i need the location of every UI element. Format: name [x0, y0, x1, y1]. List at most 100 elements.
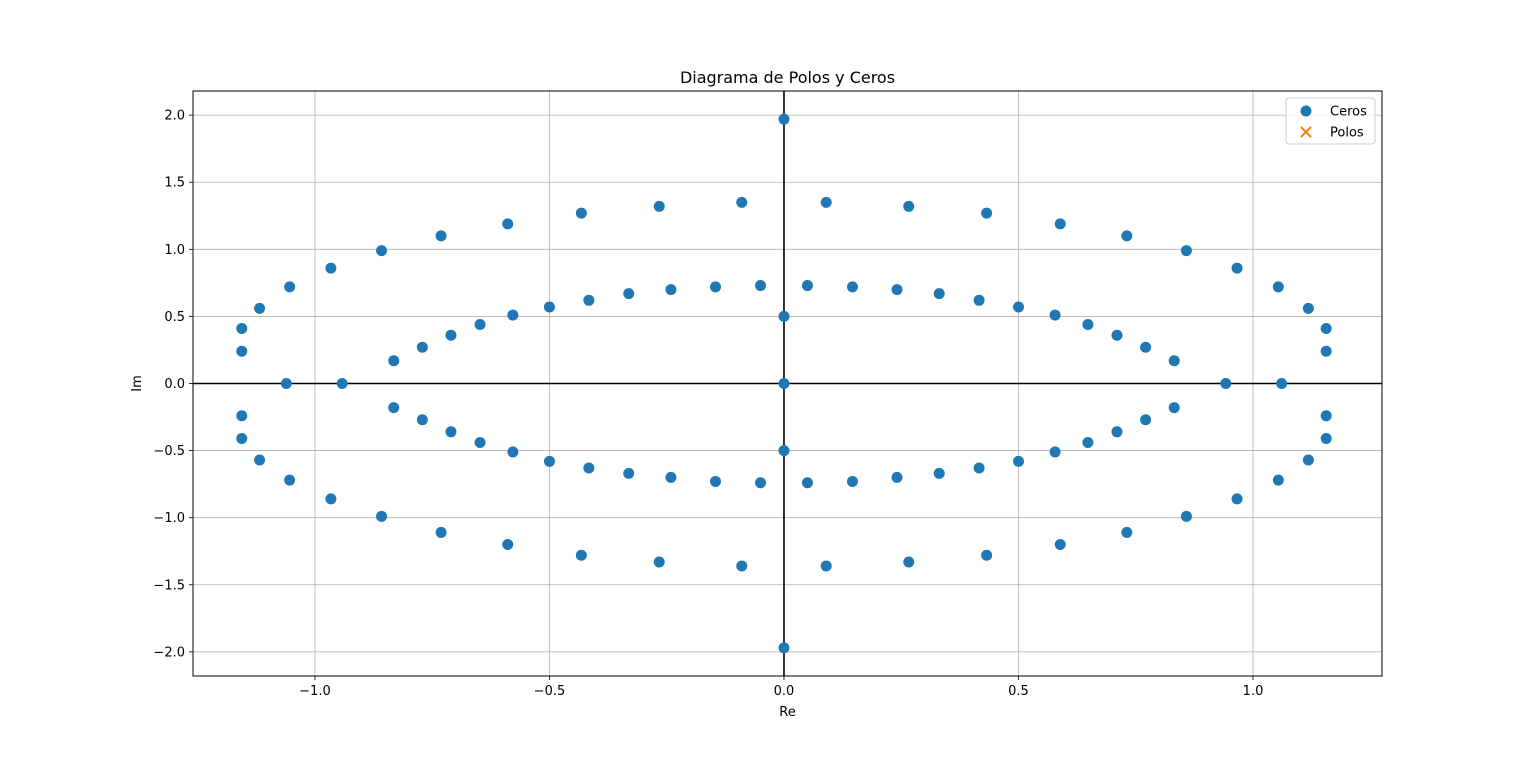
ceros-point — [236, 322, 248, 334]
y-tick-label: 1.5 — [164, 176, 185, 191]
y-tick-label: −1.0 — [153, 511, 185, 526]
ceros-point — [1012, 455, 1024, 467]
ceros-point — [543, 455, 555, 467]
ceros-point — [778, 310, 790, 322]
ceros-point — [388, 402, 400, 414]
ceros-point — [388, 355, 400, 367]
ceros-point — [474, 437, 486, 449]
ceros-point — [325, 493, 337, 505]
legend-ceros-marker — [1300, 105, 1312, 117]
ceros-point — [981, 207, 993, 219]
ceros-point — [502, 539, 514, 551]
ceros-point — [778, 113, 790, 125]
ceros-point — [1121, 526, 1133, 538]
ceros-point — [1320, 433, 1332, 445]
ceros-point — [801, 477, 813, 489]
y-tick-label: 0.5 — [164, 310, 185, 325]
ceros-point — [710, 281, 722, 293]
x-tick-label: 0.0 — [774, 684, 795, 699]
legend: Ceros Polos — [1285, 97, 1376, 145]
ceros-point — [1276, 378, 1288, 389]
ceros-point — [575, 549, 587, 561]
ceros-point — [1272, 281, 1284, 293]
ceros-point — [1272, 474, 1284, 486]
ceros-point — [583, 462, 595, 474]
ceros-point — [623, 467, 635, 479]
x-tick-label: −0.5 — [534, 684, 566, 699]
ceros-point — [435, 526, 447, 538]
ceros-point — [1302, 302, 1314, 314]
ceros-point — [1049, 309, 1061, 321]
ceros-point — [1168, 402, 1180, 414]
ceros-point — [736, 196, 748, 208]
y-tick-label: 1.0 — [164, 243, 185, 258]
ceros-point — [284, 474, 296, 486]
x-tick-label: 0.5 — [1008, 684, 1029, 699]
ceros-point — [236, 433, 248, 445]
ceros-point — [280, 378, 292, 389]
ceros-point — [254, 454, 266, 466]
x-ticks: −1.0 −0.5 0.0 0.5 1.0 — [299, 676, 1263, 699]
ceros-point — [933, 288, 945, 300]
x-tick-label: −1.0 — [299, 684, 331, 699]
ceros-point — [445, 426, 457, 438]
ceros-point — [1320, 410, 1332, 422]
ceros-point — [1320, 322, 1332, 334]
ceros-point — [236, 410, 248, 422]
x-tick-label: 1.0 — [1243, 684, 1264, 699]
ceros-point — [1320, 345, 1332, 357]
ceros-point — [376, 245, 388, 257]
ceros-point — [1140, 341, 1152, 353]
ceros-point — [284, 281, 296, 293]
ceros-point — [981, 549, 993, 561]
ceros-point — [820, 560, 832, 572]
ceros-point — [653, 200, 665, 212]
ceros-point — [778, 445, 790, 457]
y-tick-label: 2.0 — [164, 109, 185, 124]
ceros-point — [474, 318, 486, 330]
ceros-point — [336, 378, 348, 389]
ceros-point — [507, 446, 519, 458]
ceros-point — [416, 341, 428, 353]
ceros-point — [236, 345, 248, 357]
data-points — [236, 113, 1332, 654]
ceros-point — [755, 280, 767, 292]
ceros-point — [891, 284, 903, 296]
ceros-point — [846, 281, 858, 293]
legend-polos-marker — [1300, 126, 1312, 138]
ceros-point — [1121, 230, 1133, 242]
legend-ceros-label: Ceros — [1330, 105, 1367, 120]
ceros-point — [445, 329, 457, 341]
ceros-point — [1082, 437, 1094, 449]
ceros-point — [1049, 446, 1061, 458]
ceros-point — [1054, 539, 1066, 551]
ceros-point — [1231, 493, 1243, 505]
ceros-point — [973, 462, 985, 474]
ceros-point — [973, 294, 985, 306]
ceros-point — [665, 284, 677, 296]
y-tick-label: −1.5 — [153, 578, 185, 593]
ceros-point — [846, 475, 858, 487]
ceros-point — [254, 302, 266, 314]
y-tick-label: −2.0 — [153, 645, 185, 660]
ceros-point — [801, 280, 813, 292]
ceros-point — [736, 560, 748, 572]
ceros-point — [710, 475, 722, 487]
y-axis-label: Im — [130, 375, 145, 392]
ceros-point — [435, 230, 447, 242]
ceros-point — [1111, 329, 1123, 341]
ceros-point — [778, 378, 790, 389]
ceros-point — [755, 477, 767, 489]
legend-polos-label: Polos — [1330, 126, 1364, 141]
ceros-point — [1168, 355, 1180, 367]
ceros-point — [933, 467, 945, 479]
ceros-point — [665, 471, 677, 483]
y-ticks: 2.0 1.5 1.0 0.5 0.0 −0.5 −1.0 −1.5 −2.0 — [153, 109, 193, 660]
ceros-point — [376, 510, 388, 522]
ceros-point — [1082, 318, 1094, 330]
ceros-point — [502, 218, 514, 230]
ceros-point — [575, 207, 587, 219]
chart-title: Diagrama de Polos y Ceros — [680, 68, 895, 87]
ceros-point — [507, 309, 519, 321]
ceros-point — [325, 262, 337, 274]
